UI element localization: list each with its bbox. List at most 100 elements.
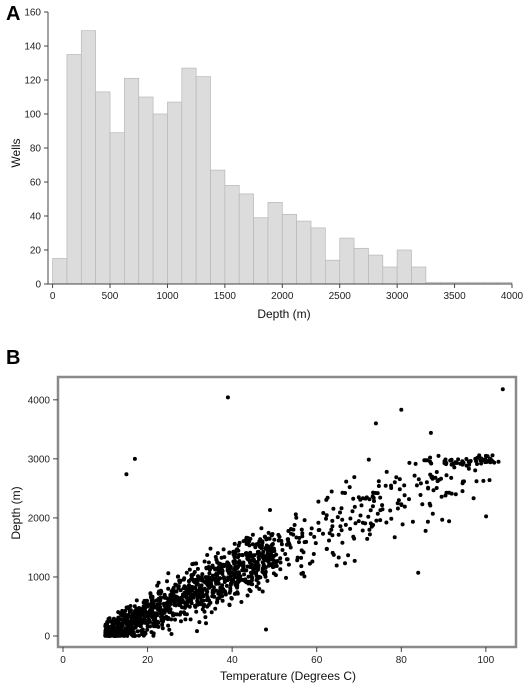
scatter-point: [256, 555, 261, 560]
scatter-point: [434, 470, 439, 474]
scatter-point: [202, 559, 207, 564]
scatter-point: [371, 490, 376, 495]
scatter-point: [407, 497, 411, 502]
scatter-point: [449, 462, 454, 467]
scatter-point: [224, 583, 229, 588]
scatter-point: [236, 580, 241, 585]
histogram-bar: [95, 91, 111, 285]
scatter-point: [237, 559, 242, 564]
scatter-point: [330, 518, 335, 523]
scatter-point: [372, 499, 376, 503]
scatter-point: [299, 527, 304, 532]
histogram-x-tick-label: 500: [102, 291, 119, 302]
scatter-point: [367, 532, 372, 537]
histogram-bar: [325, 259, 341, 285]
scatter-point: [110, 621, 115, 626]
scatter-point: [168, 610, 173, 615]
scatter-point: [358, 513, 363, 518]
scatter-point: [249, 572, 254, 577]
scatter-point: [193, 577, 198, 582]
scatter-point: [188, 577, 193, 582]
scatter-point: [366, 514, 371, 519]
scatter-point: [300, 531, 305, 536]
scatter-point: [149, 606, 154, 611]
scatter-point: [145, 621, 150, 625]
scatter-point: [293, 512, 298, 517]
scatter-point: [239, 600, 244, 604]
scatter-point: [136, 633, 141, 638]
scatter-point: [285, 537, 290, 542]
scatter-point: [169, 617, 174, 622]
scatter-point: [350, 509, 355, 514]
scatter-point: [324, 547, 329, 551]
scatter-point: [121, 633, 126, 638]
scatter-point: [436, 453, 441, 458]
scatter-point: [259, 546, 264, 551]
scatter-point: [173, 617, 177, 622]
scatter-point: [183, 617, 188, 622]
scatter-point: [278, 556, 283, 561]
scatter-point: [340, 517, 345, 522]
scatter-point: [399, 407, 404, 412]
histogram-bar: [152, 113, 168, 285]
scatter-point: [132, 618, 137, 623]
scatter-point: [413, 461, 418, 466]
scatter-point: [146, 612, 150, 617]
scatter-point: [183, 602, 188, 607]
scatter-point: [229, 580, 234, 584]
histogram-bar: [396, 249, 412, 285]
scatter-point: [140, 627, 145, 632]
scatter-point: [190, 562, 195, 567]
histogram-y-tick-label: 80: [30, 144, 42, 155]
scatter-point: [135, 629, 140, 634]
scatter-point: [192, 570, 197, 574]
scatter-point: [420, 502, 425, 507]
scatter-point: [418, 493, 423, 497]
scatter-point: [256, 581, 261, 585]
scatter-point: [378, 508, 383, 513]
scatter-point: [400, 522, 405, 527]
scatter-point: [145, 624, 150, 629]
scatter-point: [228, 586, 233, 591]
scatter-point: [360, 528, 365, 533]
histogram-bar: [368, 254, 384, 285]
scatter-point: [204, 588, 209, 593]
scatter-point: [207, 578, 212, 583]
scatter-point: [254, 584, 259, 589]
scatter-point: [284, 542, 289, 547]
scatter-point: [168, 594, 173, 598]
scatter-point: [200, 593, 205, 598]
scatter-point: [356, 495, 361, 500]
histogram-bar: [281, 213, 298, 285]
histogram-bar: [339, 237, 355, 285]
scatter-point: [389, 483, 393, 488]
scatter-point: [270, 565, 275, 570]
scatter-point: [135, 614, 140, 619]
scatter-point: [204, 598, 209, 602]
scatter-point: [171, 585, 176, 590]
scatter-point: [138, 618, 143, 623]
scatter-point: [490, 453, 495, 458]
scatter-point: [188, 595, 193, 600]
scatter-point: [316, 499, 321, 504]
scatter-point: [194, 561, 199, 566]
scatter-point: [124, 472, 129, 477]
scatter-point: [156, 624, 161, 629]
scatter-point: [216, 581, 221, 586]
scatter-point: [173, 603, 178, 608]
scatter-point: [380, 503, 385, 508]
scatter-point: [452, 465, 457, 470]
scatter-point: [225, 567, 230, 572]
scatter-point: [233, 565, 238, 570]
scatter-point: [267, 536, 272, 541]
scatter-point: [434, 486, 439, 490]
scatter-point: [439, 494, 444, 499]
scatter-point: [449, 457, 454, 462]
scatter-point: [231, 559, 236, 564]
histogram-axes: 0 500 1000 1500 2000 2500 3000 3500 4000 0 20 40 60 8…: [24, 8, 523, 303]
histogram-bar: [353, 247, 369, 285]
scatter-point: [399, 502, 404, 507]
scatter-point: [327, 538, 331, 543]
scatter-point: [258, 575, 263, 580]
scatter-point: [395, 506, 400, 511]
